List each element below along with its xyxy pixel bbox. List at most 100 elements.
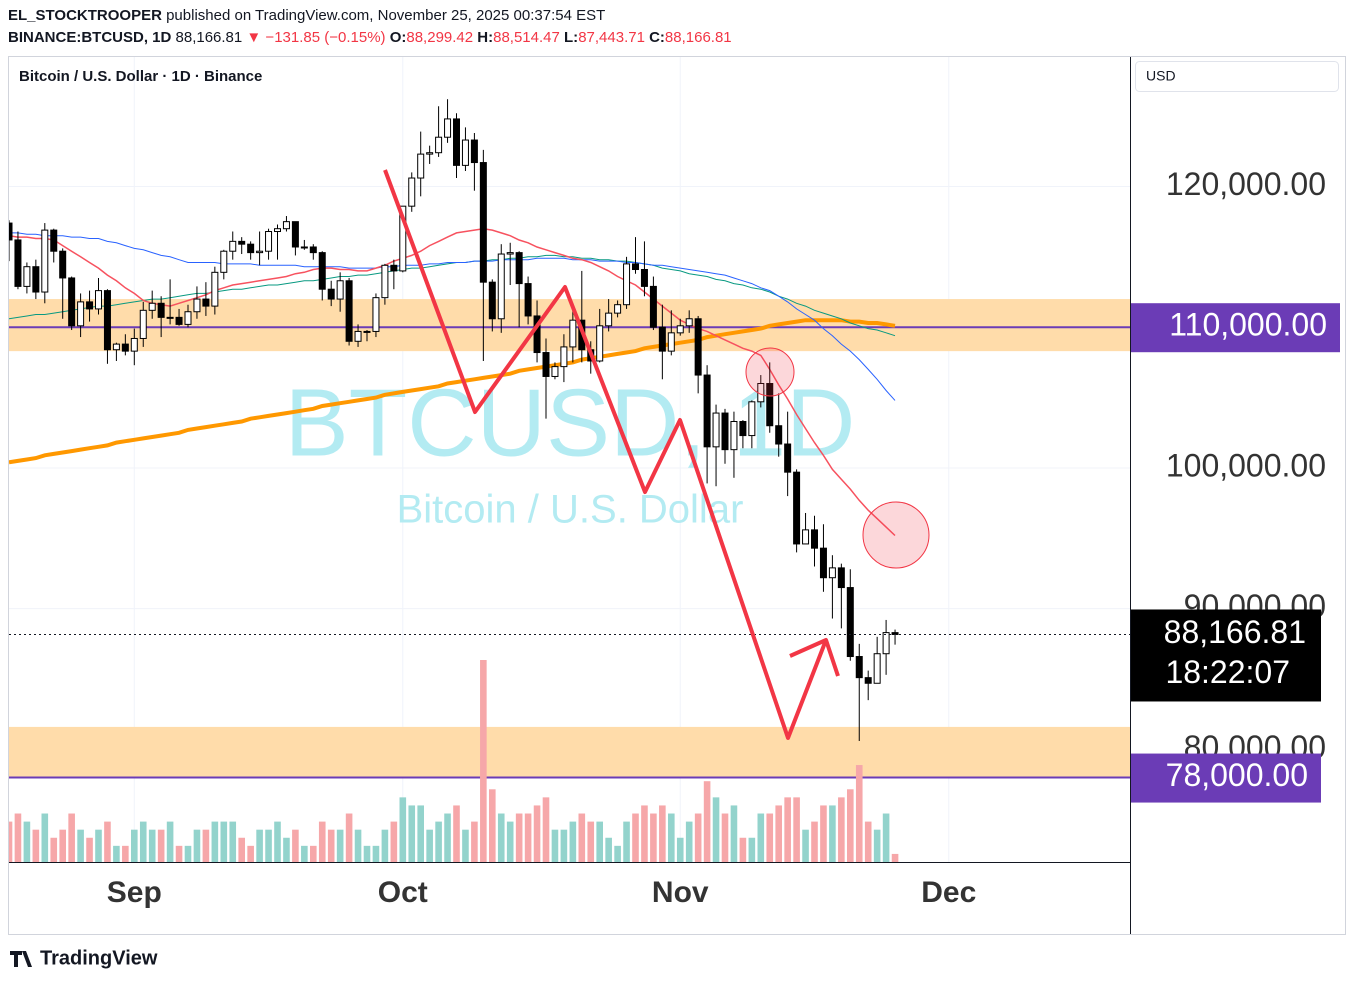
volume-bar <box>310 845 317 862</box>
level-label: 110,000.00 <box>1169 307 1327 343</box>
h-key: H: <box>477 29 493 46</box>
candle-body <box>712 412 720 448</box>
candle-body <box>730 421 738 451</box>
volume-bar <box>166 821 174 862</box>
y-tick-label: 100,000.00 <box>1166 447 1326 483</box>
l-key: L: <box>564 29 578 46</box>
volume-bar <box>605 837 612 862</box>
candle-body <box>453 118 460 166</box>
candle-body <box>193 298 201 313</box>
volume-bar <box>372 845 380 862</box>
candle-body <box>811 529 818 549</box>
candle-body <box>130 337 138 352</box>
volume-bar <box>560 829 568 862</box>
volume-bar <box>784 797 791 862</box>
candle-body <box>354 330 362 342</box>
volume-bar <box>113 845 120 862</box>
candle-body <box>864 677 872 684</box>
candle-body <box>390 264 398 272</box>
volume-bar <box>739 837 747 862</box>
volume-bar <box>318 821 326 862</box>
level-label: 78,000.00 <box>1166 757 1308 793</box>
volume-bar <box>730 805 738 862</box>
volume-bar <box>327 829 335 862</box>
volume-bar <box>122 845 129 862</box>
chart-frame <box>8 56 1346 935</box>
candle-body <box>873 653 881 684</box>
volume-bar <box>847 789 854 862</box>
volume-bar <box>489 789 496 862</box>
candle-body <box>291 221 299 248</box>
candle-body <box>766 383 774 427</box>
volume-bar <box>202 829 210 862</box>
candle-body <box>667 332 675 352</box>
volume-bar <box>184 845 192 862</box>
candle-body <box>50 229 58 252</box>
candle-body <box>274 228 281 233</box>
candle-body <box>855 656 863 679</box>
volume-bar <box>855 765 863 862</box>
volume-bar <box>524 813 532 862</box>
candle-body <box>560 346 568 368</box>
volume-bar <box>569 821 577 862</box>
volume-bar <box>748 837 756 862</box>
last-price-box <box>1131 609 1321 702</box>
drawing-circle <box>745 347 795 397</box>
volume-bar <box>23 821 31 862</box>
candle-body <box>828 567 836 579</box>
candle-body <box>506 252 514 255</box>
candle-body <box>802 529 810 545</box>
candle-body <box>497 253 505 320</box>
symbol-line: BINANCE:BTCUSD, 1D 88,166.81 ▼ −131.85 (… <box>8 29 732 46</box>
volume-bar <box>292 829 299 862</box>
x-tick-label: Sep <box>107 876 162 909</box>
candle-body <box>739 421 747 437</box>
volume-bar <box>104 821 111 862</box>
volume-bar <box>480 660 487 862</box>
candle-body <box>819 547 827 579</box>
volume-bar <box>641 805 648 862</box>
candle-body <box>524 283 532 317</box>
x-tick-label: Nov <box>652 876 709 909</box>
brand-name: TradingView <box>40 947 158 969</box>
level-label-box <box>1131 753 1321 803</box>
volume-bar <box>354 829 362 862</box>
candle-body <box>551 366 559 377</box>
volume-bar <box>408 805 416 862</box>
volume-bar <box>238 837 245 862</box>
volume-bar <box>283 837 290 862</box>
candle-body <box>318 252 326 290</box>
y-tick-label: 120,000.00 <box>1166 166 1326 202</box>
volume-bar <box>175 845 183 862</box>
x-tick-label: Oct <box>378 876 428 909</box>
candle-body <box>86 301 94 310</box>
volume-bar <box>247 845 254 862</box>
publish-line: EL_STOCKTROOPER published on TradingView… <box>8 7 605 24</box>
volume-bar <box>712 797 720 862</box>
zone <box>9 726 1130 778</box>
volume-bar <box>41 813 49 862</box>
volume-bar <box>131 829 138 862</box>
candle-body <box>103 290 111 351</box>
volume-bar <box>95 829 102 862</box>
volume-bar <box>157 829 165 862</box>
volume-bar <box>650 813 657 862</box>
l: 87,443.71 <box>578 29 645 46</box>
candle-body <box>327 288 335 300</box>
candle-body <box>59 250 67 279</box>
candle-body <box>703 374 711 448</box>
candle-body <box>157 302 165 318</box>
volume-bar <box>381 829 389 862</box>
volume-bar <box>668 813 675 862</box>
volume-bar <box>820 805 827 862</box>
volume-bar <box>417 805 424 862</box>
volume-bar <box>453 805 460 862</box>
volume-bar <box>9 821 13 862</box>
candle-body <box>300 246 308 249</box>
c: 88,166.81 <box>665 29 732 46</box>
candle-body <box>470 139 478 164</box>
volume-bar <box>229 821 237 862</box>
volume-bar <box>139 821 147 862</box>
change: ▼ −131.85 (−0.15%) <box>246 29 385 46</box>
